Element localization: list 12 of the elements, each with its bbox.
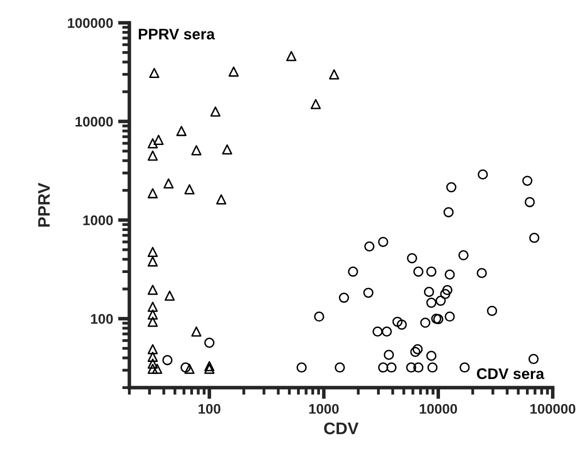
y-tick-label: 1000 <box>83 215 113 226</box>
x-tick-label: 100000 <box>530 404 576 414</box>
x-tick-label: 10000 <box>420 404 458 414</box>
x-axis-title: CDV <box>324 422 359 434</box>
y-axis-title: PPRV <box>38 182 50 227</box>
y-tick-label: 10000 <box>76 116 113 127</box>
y-tick-label: 100000 <box>68 18 113 28</box>
text: PPRV sera <box>138 28 215 40</box>
x-tick-label: 100 <box>198 404 220 414</box>
y-tick-label: 100 <box>91 314 113 324</box>
series-label: CDV sera <box>476 368 544 380</box>
x-tick-label: 1000 <box>309 404 339 414</box>
